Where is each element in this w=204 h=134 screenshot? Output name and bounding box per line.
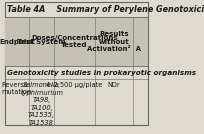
Text: Genotoxicity studies in prokaryotic organisms: Genotoxicity studies in prokaryotic orga… <box>7 70 196 76</box>
Text: Doses/Concentrations
Tested: Doses/Concentrations Tested <box>31 35 118 48</box>
Text: Endpoint: Endpoint <box>0 39 35 45</box>
Bar <box>5 17 148 66</box>
Text: Reverse
mutation: Reverse mutation <box>2 82 32 95</box>
Text: Test System: Test System <box>17 39 66 45</box>
Text: Salmonella
typhimurium
TA98,
TA100,
TA1535,
TA1538: Salmonella typhimurium TA98, TA100, TA15… <box>20 82 63 126</box>
Text: NDr: NDr <box>108 82 120 88</box>
Text: 4–2,500 μg/plate: 4–2,500 μg/plate <box>46 82 103 88</box>
Text: Results
without
Activation²  A: Results without Activation² A <box>87 31 141 52</box>
Text: Table 4A    Summary of Perylene Genotoxicity: Table 4A Summary of Perylene Genotoxicit… <box>7 5 204 14</box>
